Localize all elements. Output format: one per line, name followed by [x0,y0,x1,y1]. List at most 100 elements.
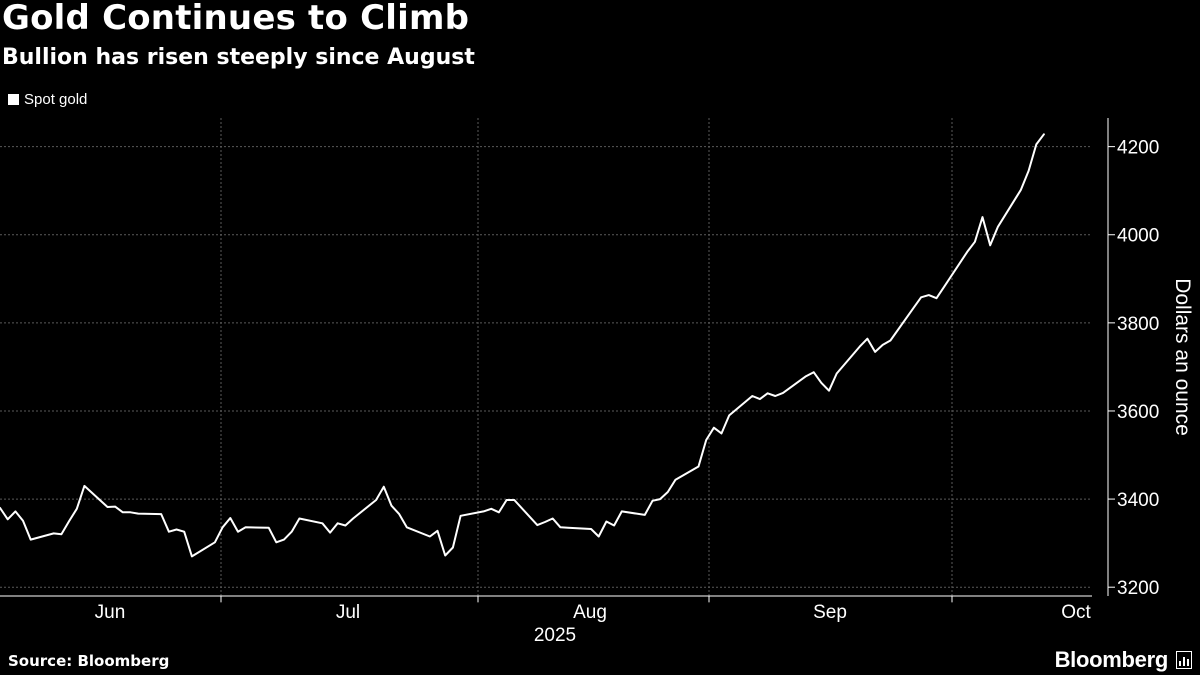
data-point [452,547,454,549]
data-point [191,555,193,557]
data-point [713,427,715,429]
data-point [552,518,554,520]
data-point [936,297,938,299]
axis-labels: 3200 3400 3600 3800 4000 4200 Jun Jul Aug Sep Oct 2… [95,138,1194,646]
data-point [375,499,377,501]
data-point [137,513,139,515]
y-tick-label-4200: 4200 [1117,138,1159,159]
data-point [391,505,393,507]
data-point [7,518,9,520]
data-point [997,226,999,228]
chart-title: Gold Continues to Climb [2,0,470,38]
data-point [721,432,723,434]
data-point [544,521,546,523]
data-point [444,555,446,557]
data-point [675,479,677,481]
data-point [460,515,462,517]
data-point [344,525,346,527]
data-point [1028,170,1030,172]
data-point [859,346,861,348]
data-point [498,511,500,513]
data-point [176,529,178,531]
bloomberg-chart-icon [1176,651,1192,669]
series-layer [0,133,1045,558]
data-point [329,532,331,534]
data-point [83,485,85,487]
data-point [1035,143,1037,145]
legend: Spot gold [8,91,87,108]
data-point [14,510,16,512]
data-point [68,520,70,522]
data-point [989,244,991,246]
data-point [982,216,984,218]
data-point [659,498,661,500]
data-point [605,521,607,523]
y-axis-title: Dollars an ounce [1171,278,1194,436]
data-point [337,522,339,524]
data-point [513,499,515,501]
data-point [130,511,132,513]
data-point [168,531,170,533]
data-point [590,528,592,530]
data-point [53,532,55,534]
data-point [1020,189,1022,191]
data-point [160,513,162,515]
data-point [490,508,492,510]
data-point [30,539,32,541]
y-tick-label-3200: 3200 [1117,578,1159,599]
data-point [866,338,868,340]
y-tick-label-3400: 3400 [1117,490,1159,511]
x-tick-label-aug: Aug [573,602,607,623]
data-point [237,531,239,533]
data-point [974,241,976,243]
series-line-spot-gold [0,133,1045,558]
axes [0,118,1115,602]
data-point [437,530,439,532]
data-point [751,395,753,397]
x-tick-label-sep: Sep [813,602,847,623]
data-point [183,531,185,533]
data-point [652,500,654,502]
data-point [536,524,538,526]
x-tick-label-jun: Jun [95,602,126,623]
data-point [759,398,761,400]
data-point [122,511,124,513]
data-point [321,522,323,524]
data-point [920,296,922,298]
data-point [644,514,646,516]
data-point [667,491,669,493]
data-point [268,527,270,529]
data-point [429,536,431,538]
data-point [782,392,784,394]
data-point [352,518,354,520]
source-note: Source: Bloomberg [8,652,170,670]
data-point [1043,133,1045,135]
legend-label-spot-gold: Spot gold [24,91,88,108]
data-point [828,390,830,392]
data-point [805,375,807,377]
data-point [398,513,400,515]
data-point [107,506,109,508]
data-point [774,395,776,397]
data-point [728,414,730,416]
chart-subtitle: Bullion has risen steeply since August [2,45,475,70]
x-tick-label-oct: Oct [1061,602,1091,623]
data-point [913,307,915,309]
data-point [943,286,945,288]
data-point [275,541,277,543]
data-point [836,373,838,375]
data-point [483,510,485,512]
data-point [229,517,231,519]
data-point [567,527,569,529]
data-point [298,518,300,520]
data-point [820,382,822,384]
data-point [506,499,508,501]
data-point [698,466,700,468]
data-point [889,340,891,342]
data-point [874,351,876,353]
data-point [60,533,62,535]
y-tick-label-4000: 4000 [1117,226,1159,247]
data-point [613,525,615,527]
data-point [598,536,600,538]
